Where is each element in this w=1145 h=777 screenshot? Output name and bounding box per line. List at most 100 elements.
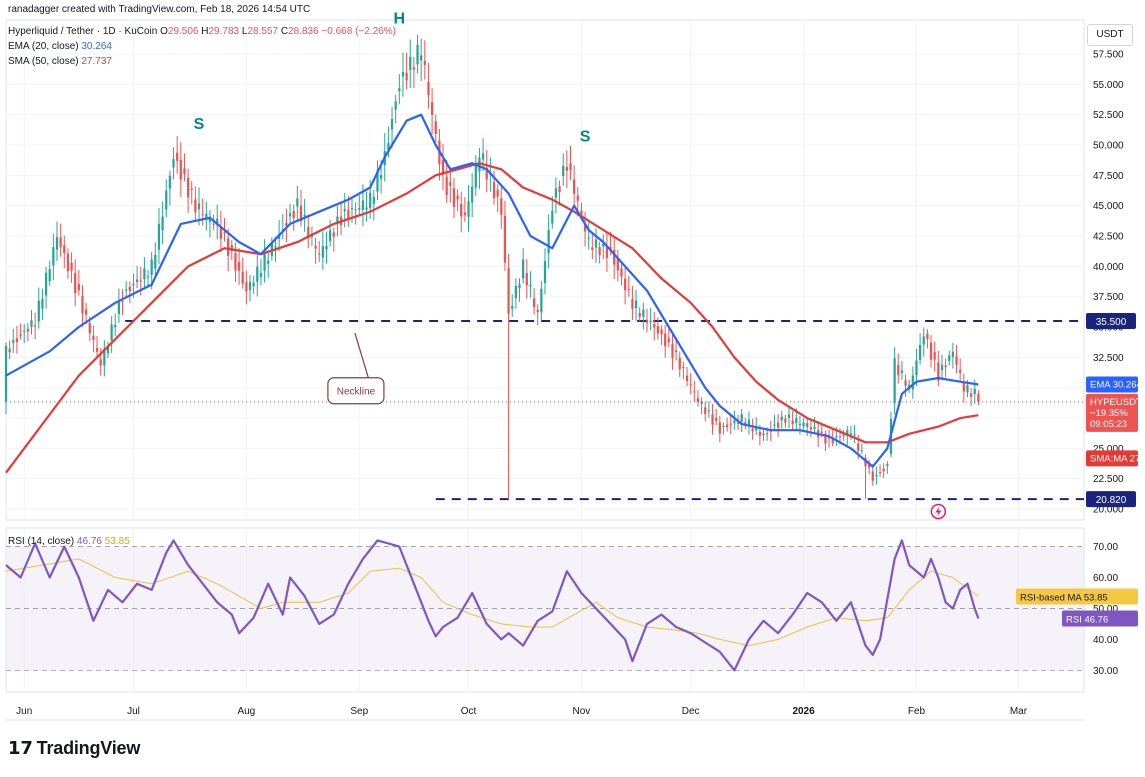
candle: [92, 325, 95, 353]
ema-legend[interactable]: EMA (20, close) 30.264: [8, 41, 112, 52]
candle: [325, 231, 328, 264]
candle-body: [267, 260, 270, 264]
candle-body: [146, 276, 150, 278]
candle: [780, 410, 783, 429]
candle-body: [653, 323, 656, 328]
x-tick-label-Dec: Dec: [682, 706, 700, 717]
candle: [347, 195, 350, 227]
candle: [478, 148, 481, 190]
candle-body: [656, 326, 660, 334]
candle: [802, 418, 805, 430]
price-y-tick-label: 47.500: [1093, 171, 1124, 182]
candle-body: [864, 458, 867, 467]
candle-body: [933, 352, 936, 360]
rsi-line: [5, 539, 980, 672]
candle-body: [937, 362, 940, 381]
candle: [893, 347, 896, 415]
candle-body: [518, 284, 521, 289]
candle-body: [412, 67, 416, 70]
candle: [634, 289, 638, 321]
candle: [587, 222, 590, 250]
candle: [860, 443, 863, 454]
rsi-price-tag: [1062, 610, 1138, 627]
candle-body: [904, 380, 907, 386]
candle: [849, 425, 853, 441]
candle-body: [820, 431, 823, 433]
candle: [507, 253, 510, 500]
candle: [540, 280, 543, 321]
candle-body: [41, 298, 44, 309]
candle-body: [496, 189, 499, 197]
candle-body: [766, 433, 769, 435]
price-y-tick-label: 57.500: [1093, 49, 1124, 60]
candle-body: [951, 351, 955, 357]
candle-body: [190, 188, 193, 191]
candle-body: [325, 245, 328, 250]
candle: [696, 390, 700, 407]
candle-body: [12, 340, 15, 344]
candle-body: [908, 384, 911, 388]
candle-body: [511, 305, 514, 309]
candle: [63, 235, 66, 269]
candle-body: [125, 289, 128, 291]
candle-body: [299, 205, 303, 222]
tradingview-logo[interactable]: 𝟭𝟳 TradingView: [8, 738, 141, 758]
candle-body: [30, 320, 33, 327]
candle: [328, 219, 332, 247]
candle-body: [237, 261, 241, 271]
candle-body: [529, 284, 532, 287]
candle-body: [186, 178, 190, 198]
candle-body: [773, 424, 776, 426]
candle: [252, 275, 255, 294]
candle: [747, 411, 751, 435]
rsi-legend[interactable]: RSI (14, close) 46.76 53.85: [8, 536, 130, 547]
candle: [711, 404, 714, 435]
candle-body: [95, 347, 99, 352]
candle: [915, 348, 918, 386]
rsi-y-tick-label: 30.00: [1093, 666, 1118, 677]
candle: [940, 354, 944, 381]
candle: [201, 198, 204, 226]
candle: [376, 160, 379, 201]
candle: [751, 418, 754, 440]
candle: [660, 325, 663, 346]
candle-body: [358, 207, 361, 210]
last-price-tag-text: −19.35%: [1090, 408, 1128, 419]
rsi-legend-value: 46.76: [76, 536, 102, 547]
candle: [773, 414, 776, 430]
low-value: 28.557: [247, 26, 279, 37]
currency-button[interactable]: USDT: [1087, 24, 1133, 46]
candle-body: [441, 159, 445, 175]
candle-body: [787, 414, 791, 418]
candle-body: [602, 243, 605, 247]
candle: [452, 178, 456, 219]
candle: [467, 185, 470, 232]
candle: [481, 138, 485, 171]
level-price-tag-label: 35.500: [1096, 317, 1127, 328]
candle-body: [576, 195, 579, 201]
candle: [146, 270, 150, 288]
price-y-tick-label: 37.500: [1093, 292, 1124, 303]
candle: [55, 221, 59, 262]
candle: [689, 373, 692, 395]
candle: [336, 205, 339, 237]
candle: [121, 289, 124, 316]
candle: [959, 358, 962, 381]
x-tick-label-Mar: Mar: [1010, 706, 1028, 717]
candle: [565, 150, 568, 189]
candle-body: [292, 210, 295, 218]
candle-body: [74, 272, 77, 293]
candle: [318, 240, 321, 262]
candle: [573, 165, 576, 208]
candle-body: [940, 365, 944, 371]
candle-body: [831, 438, 834, 444]
candle: [460, 191, 463, 233]
candle-body: [37, 300, 40, 322]
candle-body: [234, 253, 237, 271]
candle-body: [88, 322, 91, 334]
candle-body: [857, 443, 860, 451]
sma-legend[interactable]: SMA (50, close) 27.737: [8, 56, 112, 67]
candle-body: [718, 422, 721, 434]
candle-body: [973, 388, 976, 395]
